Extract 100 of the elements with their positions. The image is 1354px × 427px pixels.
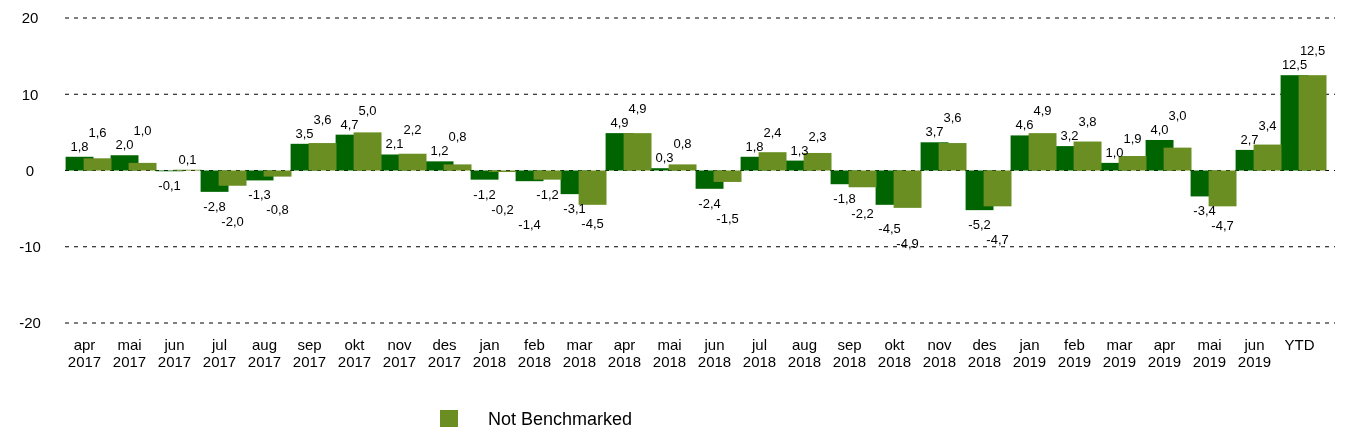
bar [1298,75,1327,171]
data-label: 12,5 [1299,43,1326,59]
data-label: -1,2 [536,186,559,202]
x-tick-label: okt 2018 [877,336,912,370]
data-label: -4,7 [1211,218,1234,234]
bar [848,170,877,188]
bar [533,170,562,180]
bar [623,133,652,171]
x-tick-label: aug 2018 [787,336,822,370]
x-tick-label: aug 2017 [247,336,282,370]
x-tick-label: nov 2018 [922,336,957,370]
data-label: -4,5 [581,216,604,232]
data-label: 1,9 [1123,130,1142,146]
bar [983,170,1012,207]
bar [218,170,247,186]
data-label: 4,0 [1150,122,1169,137]
x-tick-label: jun 2019 [1237,336,1272,370]
bar [443,164,472,171]
x-tick-label: jan 2019 [1012,336,1047,370]
x-tick-label: jan 2018 [472,336,507,370]
y-tick-label: -20 [19,314,41,332]
data-label: 1,3 [790,142,809,158]
data-label: 0,3 [655,150,674,166]
x-tick-label: mai 2019 [1192,336,1227,370]
x-tick-label: des 2018 [967,336,1002,370]
data-label: 2,7 [1240,131,1259,147]
y-tick-label: 10 [21,85,39,103]
x-tick-label: sep 2017 [292,336,327,370]
x-tick-label: nov 2017 [382,336,417,370]
data-label: -2,2 [851,206,874,222]
data-label: -1,2 [473,186,496,202]
data-label: -1,5 [716,210,739,226]
x-tick-label: mai 2017 [112,336,147,370]
data-label: -4,7 [986,232,1009,248]
bar [1253,144,1282,171]
data-label: 12,5 [1281,57,1308,73]
data-label: -0,8 [266,202,289,218]
data-label: 4,6 [1015,117,1034,133]
bar [308,143,337,171]
data-label: 3,2 [1060,128,1079,144]
data-label: 4,7 [340,116,359,132]
bar [1073,141,1102,171]
bar [668,164,697,171]
x-tick-label: okt 2017 [337,336,372,370]
data-label: 2,2 [403,122,422,138]
x-tick-label: jul 2017 [202,336,237,370]
x-tick-label: des 2017 [427,336,462,370]
data-label: 2,0 [115,137,134,153]
bar [128,162,157,171]
data-label: -3,1 [563,201,586,217]
x-tick-label: jun 2018 [697,336,732,370]
data-label: -3,4 [1193,203,1216,219]
x-tick-label: feb 2018 [517,336,552,370]
data-label: -2,4 [698,195,721,211]
bar [263,170,292,177]
x-tick-label: YTD [1284,336,1315,353]
data-label: -4,9 [896,236,919,252]
data-label: -5,2 [968,217,991,233]
bar [758,152,787,171]
bar [83,158,112,171]
data-label: 5,0 [358,102,377,118]
bar [893,170,922,208]
data-label: 1,2 [430,143,449,159]
data-label: 3,6 [313,111,332,127]
data-label: 3,4 [1258,117,1277,133]
x-tick-label: apr 2018 [607,336,642,370]
data-label: 4,9 [610,115,629,131]
data-label: -0,2 [491,201,514,217]
x-tick-label: mar 2019 [1102,336,1137,370]
bar [398,153,427,171]
x-tick-label: feb 2019 [1057,336,1092,370]
x-tick-label: sep 2018 [832,336,867,370]
bar [713,170,742,182]
x-tick-label: apr 2017 [67,336,102,370]
data-label: -0,1 [158,178,181,194]
data-label: 1,0 [133,123,152,139]
data-label: 1,6 [88,124,107,140]
data-label: -1,4 [518,216,541,232]
data-label: 0,8 [673,136,692,152]
x-tick-label: apr 2019 [1147,336,1182,370]
bar [578,170,607,205]
data-label: -2,0 [221,213,244,229]
data-label: -1,3 [248,187,271,203]
data-label: 1,0 [1105,144,1124,160]
data-label: 3,5 [295,125,314,141]
y-tick-label: 20 [21,9,39,27]
legend-label: Not Benchmarked [488,409,633,427]
x-tick-label: jul 2018 [742,336,777,370]
data-label: 0,8 [448,129,467,145]
bar [1028,133,1057,171]
data-label: 0,1 [178,151,197,167]
y-tick-label: -10 [19,238,41,255]
x-tick-label: jun 2017 [157,336,192,370]
data-label: 1,8 [70,138,89,154]
data-label: 3,0 [1168,108,1187,123]
bar [938,143,967,171]
bar [1208,170,1237,207]
data-label: 1,8 [745,138,764,154]
data-label: -4,5 [878,221,901,237]
y-tick-label: 0 [25,161,35,179]
